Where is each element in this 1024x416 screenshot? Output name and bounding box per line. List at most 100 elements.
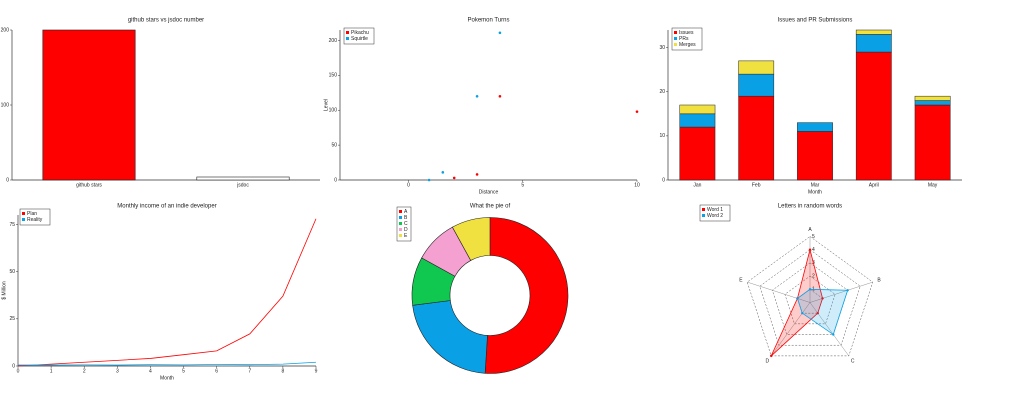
x-axis-label: Month	[160, 375, 174, 381]
radar-point	[808, 248, 812, 251]
y-axis-label: $ Million	[1, 281, 7, 300]
grid-ring	[784, 275, 836, 325]
legend-label: Word 1	[707, 207, 723, 213]
legend-swatch	[346, 37, 349, 40]
doughnut-segment	[484, 217, 569, 374]
legend-label: Pikachu	[351, 30, 369, 36]
legend-label: B	[404, 215, 408, 221]
legend-label: Squirtle	[351, 36, 368, 42]
bar-segment	[679, 113, 716, 128]
y-tick-label: 0	[662, 177, 665, 183]
x-tick-label: 7	[248, 368, 251, 374]
x-tick-label: 5	[182, 368, 185, 374]
legend-swatch	[399, 228, 402, 231]
y-tick-label: 30	[659, 45, 665, 51]
bar-segment	[914, 100, 951, 106]
bar-segment	[679, 104, 716, 115]
y-tick-label: 20	[659, 89, 665, 95]
legend-label: Plan	[27, 211, 37, 217]
x-tick-label: 10	[634, 182, 640, 188]
y-tick-label: 0	[12, 363, 15, 369]
point	[475, 173, 479, 176]
x-tick-label: 4	[149, 368, 152, 374]
y-tick-label: 50	[9, 269, 15, 275]
legend-box	[671, 27, 703, 51]
grid-ring	[759, 249, 861, 346]
y-tick-label: 100	[1, 102, 10, 108]
axis-label: D	[766, 359, 770, 365]
point	[441, 171, 445, 174]
legend-label: Reality	[27, 217, 43, 223]
x-tick-label: Feb	[752, 182, 761, 188]
legend-label: A	[404, 209, 408, 215]
legend-label: Merges	[679, 42, 696, 48]
bar-segment	[797, 122, 833, 132]
x-axis-label: Distance	[479, 189, 499, 195]
chart-title: github stars vs jsdoc number	[128, 18, 204, 24]
x-tick-label: 8	[281, 368, 284, 374]
doughnut-segment	[452, 217, 491, 261]
bar-segment	[738, 60, 775, 75]
legend-label: E	[404, 233, 408, 239]
radar-point	[816, 311, 819, 315]
legend-swatch	[674, 31, 677, 34]
r-tick-label: 4	[812, 247, 815, 253]
r-tick-label: 2	[812, 273, 815, 279]
y-tick-label: 200	[329, 38, 338, 44]
bar	[196, 176, 290, 181]
radar-point	[832, 333, 835, 336]
chart-title: Issues and PR Submissions	[778, 18, 853, 24]
x-tick-label: April	[869, 182, 879, 188]
legend-swatch	[22, 212, 25, 215]
legend-swatch	[399, 222, 402, 225]
y-tick-label: 0	[6, 177, 9, 183]
y-tick-label: 75	[9, 222, 15, 228]
radar-point	[821, 297, 824, 300]
x-tick-label: 5	[521, 182, 524, 188]
legend-box	[19, 208, 51, 226]
x-tick-label: github stars	[76, 182, 102, 188]
radar-point	[846, 289, 849, 292]
chart-title: What the pie of	[470, 204, 511, 210]
legend-swatch	[399, 216, 402, 219]
axis-label: C	[851, 359, 855, 365]
legend-swatch	[346, 31, 349, 34]
bar-segment	[855, 29, 892, 35]
bar-segment	[914, 104, 951, 181]
spoke	[771, 302, 811, 357]
bar-segment	[797, 131, 833, 181]
y-tick-label: 200	[1, 27, 10, 33]
bar-segment	[738, 95, 775, 181]
bar-segment	[914, 95, 951, 101]
point	[498, 31, 502, 35]
spoke	[747, 281, 811, 303]
y-tick-label: 10	[659, 133, 665, 139]
y-tick-label: 0	[334, 177, 337, 183]
legend-label: Issues	[679, 30, 694, 36]
radar-area	[796, 288, 849, 336]
point	[635, 110, 639, 113]
legend-label: C	[404, 221, 408, 227]
legend-swatch	[399, 210, 402, 213]
x-tick-label: 6	[215, 368, 218, 374]
radar-point	[770, 354, 773, 358]
axis-label: A	[808, 227, 812, 233]
point	[498, 94, 502, 98]
legend-box	[343, 27, 375, 45]
x-tick-label: 0	[17, 368, 20, 374]
chart-title: Monthly income of an indie developer	[117, 204, 216, 210]
x-tick-label: Mar	[811, 182, 820, 188]
legend-box	[396, 206, 412, 242]
y-tick-label: 100	[329, 108, 338, 114]
bar-segment	[855, 51, 892, 181]
legend-swatch	[674, 43, 677, 46]
spoke	[809, 281, 873, 303]
legend-swatch	[702, 208, 705, 211]
point	[427, 178, 431, 182]
legend-label: Word 2	[707, 213, 723, 219]
x-tick-label: May	[928, 182, 938, 188]
line	[18, 361, 317, 366]
legend-swatch	[674, 37, 677, 40]
